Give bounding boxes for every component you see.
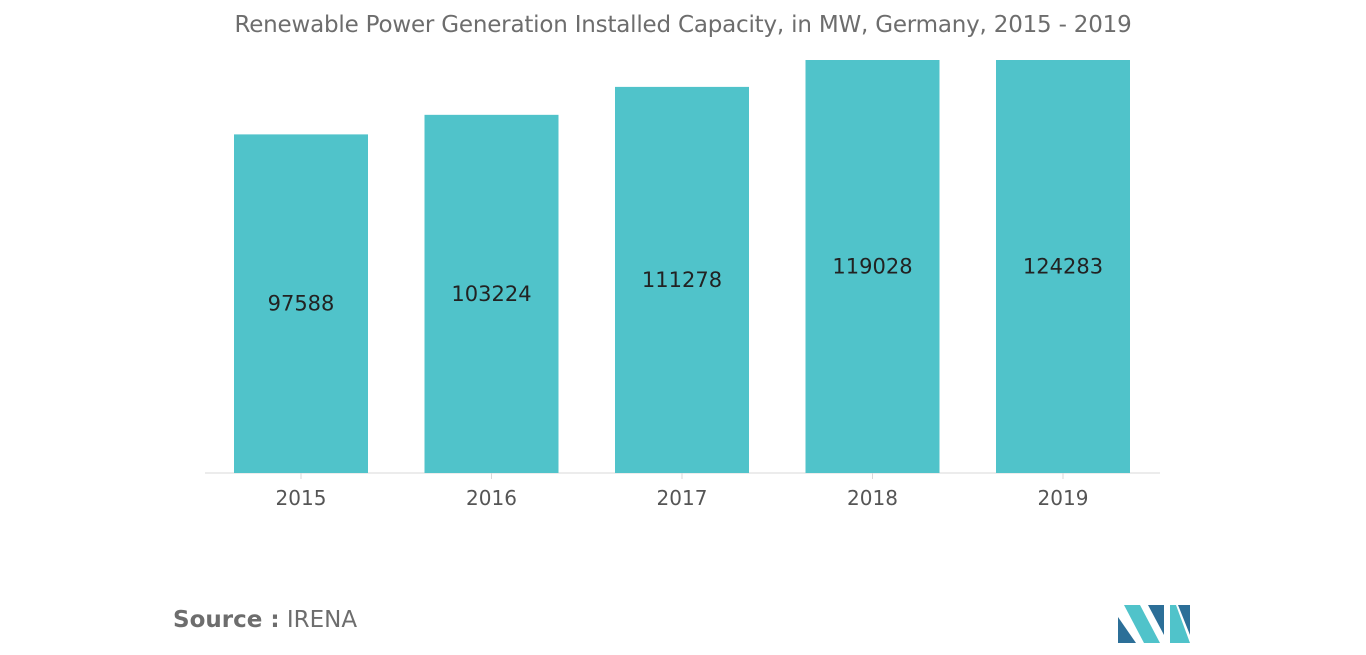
x-tick-label-2019: 2019 xyxy=(1038,486,1089,510)
x-tick-label-2017: 2017 xyxy=(657,486,708,510)
bar-2019 xyxy=(996,60,1130,473)
source-note: Source : IRENA xyxy=(173,607,357,633)
source-name: IRENA xyxy=(286,607,358,633)
chart-title: Renewable Power Generation Installed Cap… xyxy=(234,12,1132,38)
bar-value-label-2019: 124283 xyxy=(1023,255,1103,279)
bar-value-label-2015: 97588 xyxy=(268,292,335,316)
source-prefix: Source : xyxy=(173,607,280,633)
bar-value-label-2016: 103224 xyxy=(451,282,531,306)
bar-value-label-2017: 111278 xyxy=(642,268,722,292)
bar-2017 xyxy=(615,86,749,473)
mordor-intelligence-logo-icon xyxy=(1118,605,1190,643)
x-axis-ticks: 2015 2016 2017 2018 2019 xyxy=(276,473,1089,510)
bar-2016 xyxy=(424,114,559,473)
x-tick-label-2018: 2018 xyxy=(847,486,898,510)
bar-2015 xyxy=(234,134,368,473)
x-tick-label-2016: 2016 xyxy=(466,486,517,510)
x-tick-label-2015: 2015 xyxy=(276,486,327,510)
bars-group: 97588 103224 111278 119028 124283 xyxy=(234,60,1130,473)
bar-value-label-2018: 119028 xyxy=(832,255,912,279)
bar-2018 xyxy=(805,60,940,473)
